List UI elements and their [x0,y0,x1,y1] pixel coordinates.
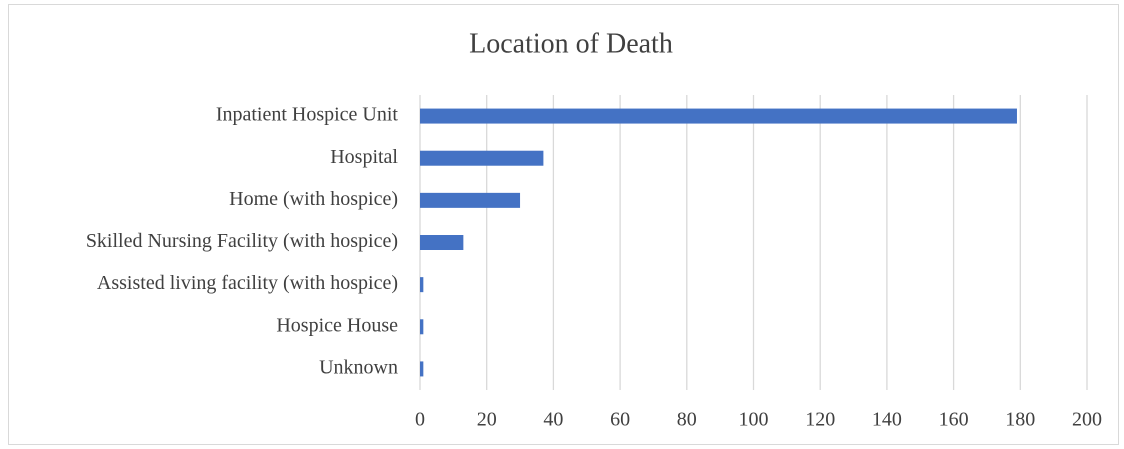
y-tick-label: Hospice House [276,314,398,336]
chart-border [8,4,1119,445]
y-tick-label: Skilled Nursing Facility (with hospice) [86,230,398,252]
x-tick-label: 180 [1005,409,1035,431]
bar [420,235,464,250]
x-tick-label: 60 [610,409,630,431]
y-tick-label: Assisted living facility (with hospice) [97,272,398,294]
x-tick-label: 40 [543,409,563,431]
x-tick-label: 200 [1072,409,1102,431]
y-tick-label: Hospital [330,146,398,168]
x-tick-label: 20 [477,409,497,431]
bar [420,319,424,335]
y-tick-label: Inpatient Hospice Unit [216,104,399,126]
bar [420,192,521,208]
bar [420,150,544,166]
bar [420,361,424,377]
x-tick-label: 160 [939,409,969,431]
y-tick-label: Unknown [319,357,398,379]
x-tick-label: 0 [415,409,425,431]
bar [420,277,424,293]
x-tick-label: 100 [739,409,769,431]
y-tick-label: Home (with hospice) [229,188,398,210]
x-tick-label: 120 [805,409,835,431]
chart-title: Location of Death [469,28,673,59]
x-tick-label: 140 [872,409,902,431]
bar [420,108,1017,124]
x-tick-label: 80 [677,409,697,431]
